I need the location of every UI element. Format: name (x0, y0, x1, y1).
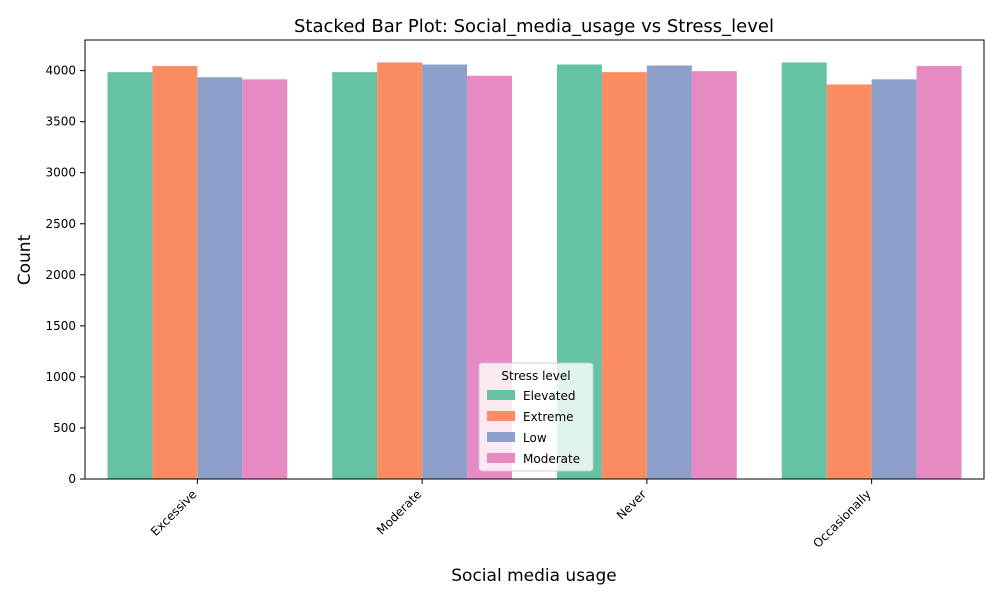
y-tick-label: 3500 (45, 115, 76, 129)
legend-swatch-extreme (487, 411, 515, 421)
plot-frame (84, 39, 985, 480)
x-tick-label: Occasionally (810, 487, 873, 550)
bar-low-moderate (422, 64, 468, 480)
bar-elevated-excessive (107, 72, 153, 479)
legend-swatch-elevated (487, 390, 515, 400)
bar-low-excessive (197, 77, 243, 480)
legend-swatch-moderate (487, 453, 515, 463)
bars-group (107, 62, 962, 480)
y-tick-label: 1000 (45, 370, 76, 384)
y-axis: 0 500 1000 1500 2000 2500 3000 3500 4000 (45, 64, 85, 486)
bar-elevated-occasionally (781, 62, 827, 480)
legend-label-low: Low (523, 431, 547, 445)
x-tick-label: Moderate (374, 487, 424, 537)
y-tick-label: 1500 (45, 319, 76, 333)
bar-extreme-excessive (152, 66, 198, 479)
bar-low-never (646, 65, 692, 479)
bar-extreme-moderate (377, 62, 423, 480)
legend-label-moderate: Moderate (523, 452, 580, 466)
x-tick-label: Excessive (148, 487, 199, 538)
y-tick-label: 2500 (45, 217, 76, 231)
bar-moderate-occasionally (916, 66, 962, 479)
legend-label-extreme: Extreme (523, 410, 574, 424)
x-tick-label: Never (614, 487, 649, 522)
x-axis: Excessive Moderate Never Occasionally (148, 479, 874, 551)
y-tick-label: 4000 (45, 64, 76, 78)
legend-swatch-low (487, 432, 515, 442)
y-axis-label: Count (15, 234, 35, 285)
x-axis-label: Social media usage (451, 566, 616, 586)
bar-extreme-occasionally (826, 84, 872, 479)
legend-title: Stress level (501, 369, 570, 383)
legend: Stress level Elevated Extreme Low Moderate (478, 362, 594, 472)
bar-elevated-moderate (332, 72, 378, 479)
y-tick-label: 2000 (45, 268, 76, 282)
chart-title: Stacked Bar Plot: Social_media_usage vs … (294, 16, 774, 37)
bar-extreme-never (601, 72, 647, 479)
y-tick-label: 0 (68, 472, 76, 486)
y-tick-label: 500 (53, 421, 76, 435)
bar-low-occasionally (871, 79, 917, 479)
bar-moderate-excessive (242, 79, 288, 479)
bar-moderate-never (691, 71, 737, 480)
legend-label-elevated: Elevated (523, 389, 575, 403)
y-tick-label: 3000 (45, 166, 76, 180)
